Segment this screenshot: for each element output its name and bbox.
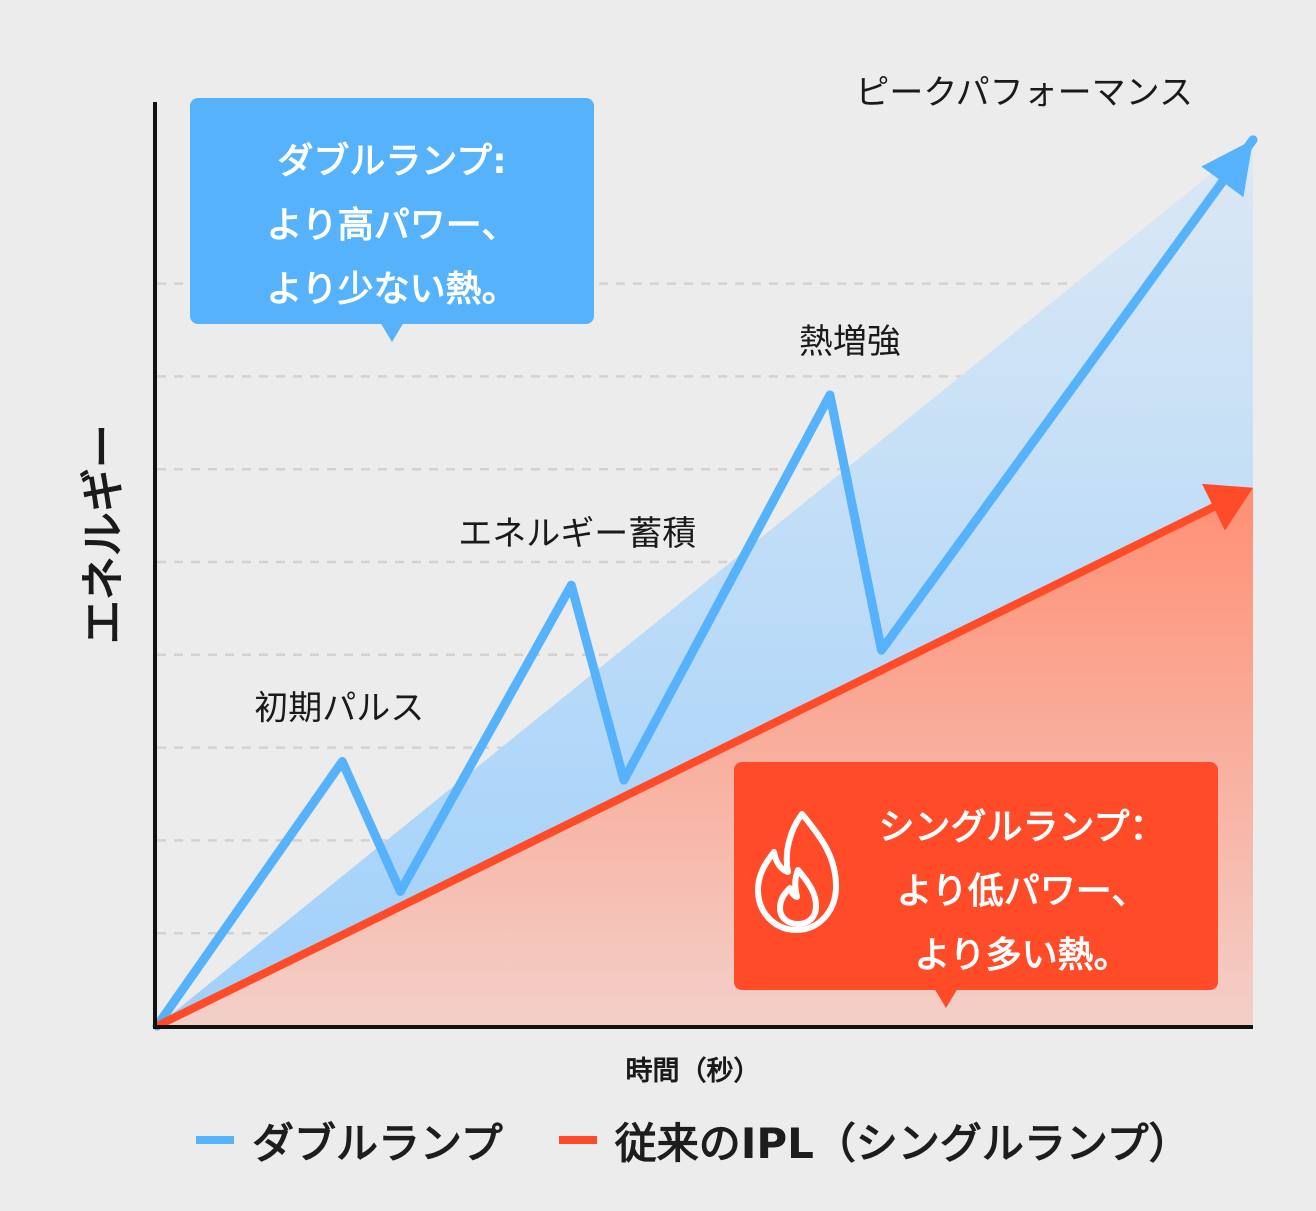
single-lamp-line [155,501,1219,1030]
callout-line: より少ない熱。 [266,269,518,310]
legend-item-single: 従来のIPL（シングルランプ） [558,1110,1191,1171]
legend-item-double: ダブルランプ [196,1110,503,1171]
callout-pointer-blue [380,322,404,342]
series-lines [152,135,1258,1031]
x-axis-label: 時間（秒） [626,1056,761,1087]
callout-line: ダブルランプ: [277,141,507,182]
single-lamp-callout: シングルランプ： より低パワー、 より多い熱。 [734,762,1218,990]
double-lamp-arrowhead [1201,139,1253,198]
y-axis-label: エネルギー [78,424,129,644]
annotation-label: 熱増強 [799,322,901,362]
axes [153,102,1253,1029]
flame-icon [755,811,839,933]
legend-swatch-blue [196,1136,234,1144]
callout-line: シングルランプ： [878,807,1166,848]
callout-line: より高パワー、 [266,205,518,246]
legend: ダブルランプ 従来のIPL（シングルランプ） [196,1110,1247,1170]
annotation-label: 初期パルス [254,689,424,729]
annotation-label: エネルギー蓄積 [458,514,696,554]
double-lamp-line [152,135,1258,1031]
callout-line: より多い熱。 [914,935,1130,976]
annotation-label: ピークパフォーマンス [855,73,1193,113]
callout-pointer-red [934,988,958,1008]
double-lamp-callout: ダブルランプ: より高パワー、 より少ない熱。 [190,98,594,324]
single-lamp-arrowhead [1202,483,1253,531]
legend-label: 従来のIPL（シングルランプ） [614,1118,1191,1168]
legend-label: ダブルランプ [252,1118,503,1168]
callout-line: より低パワー、 [896,871,1148,912]
legend-swatch-red [558,1136,597,1144]
